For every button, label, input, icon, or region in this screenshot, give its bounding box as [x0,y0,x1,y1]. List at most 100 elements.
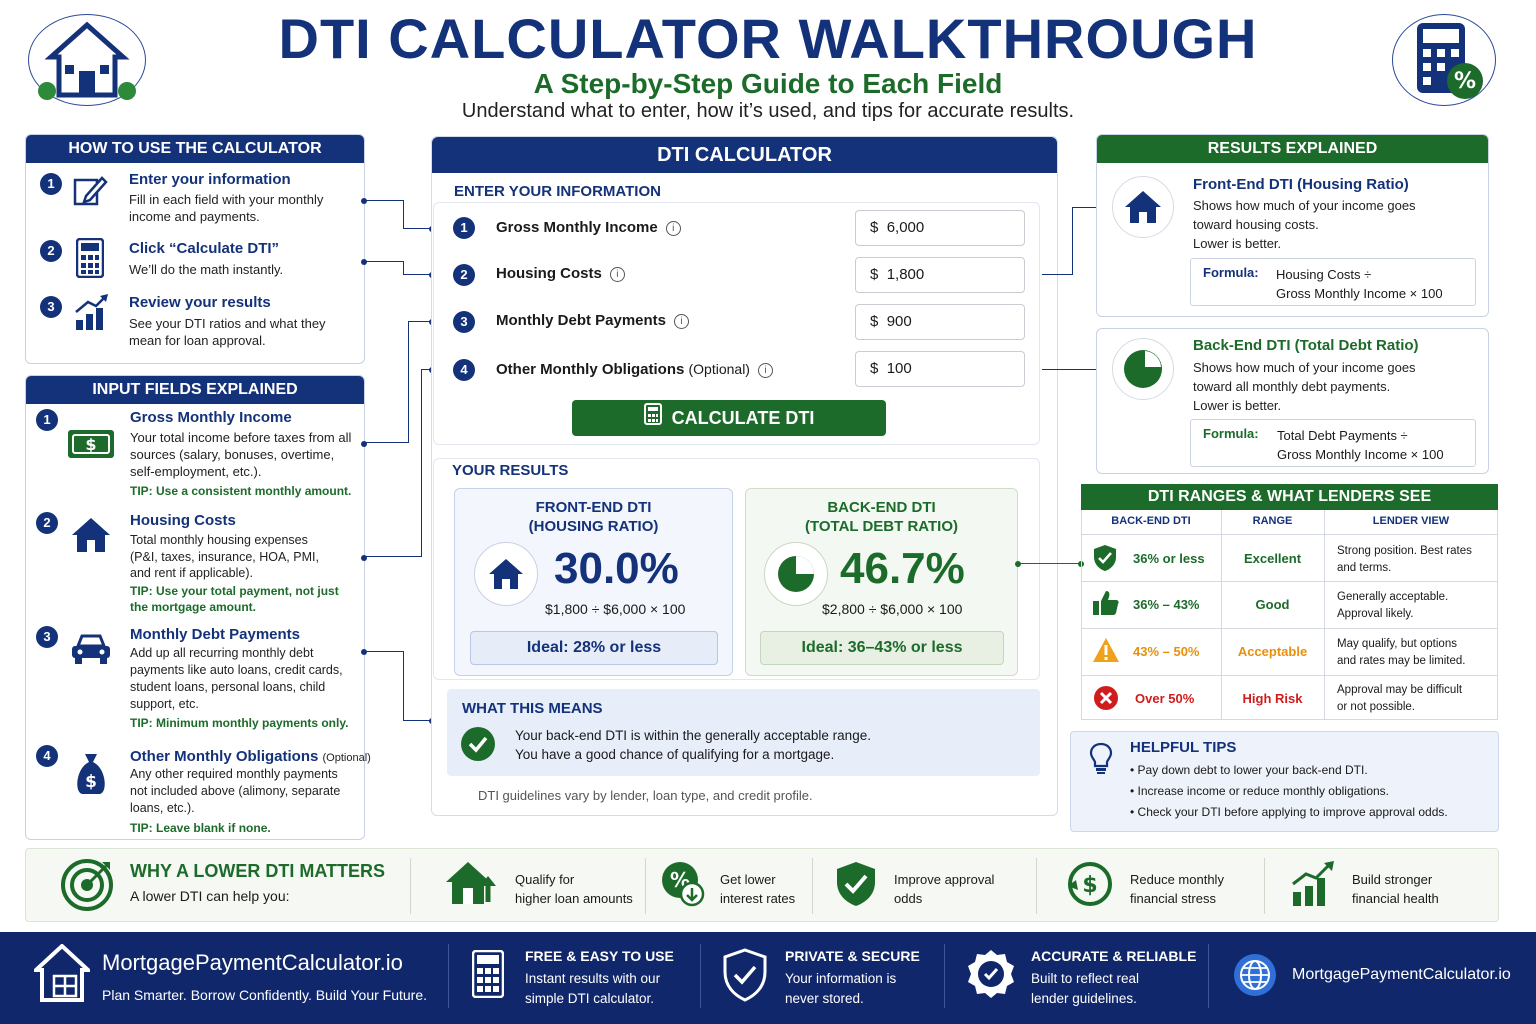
money-bill-icon: $ [66,428,116,465]
connector-line [403,274,431,275]
connector-dot [1015,561,1021,567]
feature-line: Your information is [785,971,897,986]
formula-line: Gross Monthly Income × 100 [1276,286,1443,301]
page-title: DTI CALCULATOR WALKTHROUGH [278,7,1258,70]
formula-line: Total Debt Payments ÷ [1277,428,1408,443]
lender-view: Approval may be difficult or not possible… [1337,682,1462,716]
column-divider [1221,510,1222,720]
benefit-text: Build stronger financial health [1352,870,1439,908]
housing-costs-label: Housing Costs i [496,265,625,282]
field-number: 2 [453,264,475,286]
globe-icon [1232,952,1278,1003]
input-value: 1,800 [886,266,925,283]
info-icon[interactable]: i [665,220,681,236]
connector-line [408,321,431,322]
tip-item: • Check your DTI before applying to impr… [1130,805,1448,819]
benefit-text: Improve approval odds [894,870,994,908]
info-icon[interactable]: i [674,313,690,329]
range-label: High Risk [1242,691,1303,706]
divider [1208,944,1209,1008]
divider [448,944,449,1008]
divider [410,858,411,914]
column-header: RANGE [1252,515,1293,527]
front-end-value: 30.0% [554,544,679,593]
target-icon [60,858,114,917]
how-to-heading: HOW TO USE THE CALCULATOR [26,135,364,163]
connector-dot [361,198,367,204]
footer-site-link[interactable]: MortgagePaymentCalculator.io [1292,966,1511,983]
page-tagline: Understand what to enter, how it’s used,… [461,100,1075,122]
step-number: 1 [40,173,62,195]
gross-income-input[interactable]: $ 6,000 [855,210,1025,246]
column-header: LENDER VIEW [1372,515,1450,527]
formula-text: Housing Costs ÷ Gross Monthly Income × 10… [1276,265,1443,303]
other-obligations-input[interactable]: $ 100 [855,351,1025,387]
dollar-cycle-icon: $ [1066,860,1114,913]
results-explained-heading: RESULTS EXPLAINED [1097,135,1488,163]
footer-brand[interactable]: MortgagePaymentCalculator.io [102,950,403,975]
tips-list: • Pay down debt to lower your back-end D… [1130,760,1448,823]
field-text: Total monthly housing expenses (P&I, tax… [130,533,319,580]
meaning-line: You have a good chance of qualifying for… [515,747,835,762]
benefit-line: odds [894,891,923,906]
feature-title: PRIVATE & SECURE [785,948,920,964]
benefit-text: Get lower interest rates [720,870,795,908]
step-number: 2 [40,240,62,262]
label-text: Monthly Debt Payments [496,312,667,329]
benefit-line: Improve approval [894,872,995,887]
connector-line [1018,563,1080,564]
feature-line: Instant results with our [525,971,661,986]
field-tip: TIP: Leave blank if none. [130,821,271,835]
field-number: 2 [36,512,58,534]
dti-ranges-heading: DTI RANGES & WHAT LENDERS SEE [1081,484,1498,510]
connector-line [364,200,404,229]
back-end-explained-text: Shows how much of your income goes toward… [1193,358,1416,415]
view-line: or not possible. [1337,701,1415,713]
view-line: Strong position. Best rates [1337,545,1472,557]
benefit-line: interest rates [720,891,796,906]
guidelines-note: DTI guidelines vary by lender, loan type… [478,788,813,803]
view-line: Generally acceptable. [1337,591,1449,603]
info-icon[interactable]: i [609,266,625,282]
results-heading: YOUR RESULTS [452,462,569,479]
field-number: 4 [453,359,475,381]
house-logo-icon [28,14,146,106]
title-line: FRONT-END DTI [535,499,652,516]
view-line: Approval likely. [1337,608,1414,620]
connector-dot [361,555,367,561]
shield-check-icon [722,948,768,1007]
lender-view: Strong position. Best rates and terms. [1337,543,1472,577]
range-label: Acceptable [1237,644,1308,659]
benefit-line: Qualify for [515,872,575,887]
benefit-text: Reduce monthly financial stress [1130,870,1224,908]
other-obligations-label: Other Monthly Obligations (Optional) i [496,361,773,378]
connector-dot [361,441,367,447]
feature-line: never stored. [785,991,864,1006]
back-end-formula [1190,419,1476,467]
debt-payments-input[interactable]: $ 900 [855,304,1025,340]
dti-value: 36% or less [1133,551,1205,566]
house-arrow-icon [444,858,500,913]
shield-check-icon [834,860,878,913]
text-line: Shows how much of your income goes [1193,360,1416,375]
house-logo-icon [30,943,94,1007]
currency-symbol: $ [870,219,879,236]
field-title: Gross Monthly Income [130,409,292,426]
x-circle-icon [1093,685,1119,716]
info-icon[interactable]: i [757,362,773,378]
divider [944,944,945,1008]
currency-symbol: $ [870,360,879,377]
housing-costs-input[interactable]: $ 1,800 [855,257,1025,293]
optional-label: (Optional) [322,752,371,764]
field-title-text: Other Monthly Obligations [130,748,319,765]
step-title: Enter your information [129,171,291,188]
pencil-icon [72,172,108,213]
back-end-explained-title: Back-End DTI (Total Debt Ratio) [1193,337,1419,354]
svg-text:%: % [1454,69,1476,94]
connector-line [1072,207,1096,208]
pie-chart-icon [1112,338,1174,400]
tip-item: • Increase income or reduce monthly obli… [1130,784,1390,798]
feature-title: FREE & EASY TO USE [525,948,674,964]
meaning-line: Your back-end DTI is within the generall… [515,728,871,743]
calculate-dti-button[interactable]: CALCULATE DTI [572,400,886,436]
